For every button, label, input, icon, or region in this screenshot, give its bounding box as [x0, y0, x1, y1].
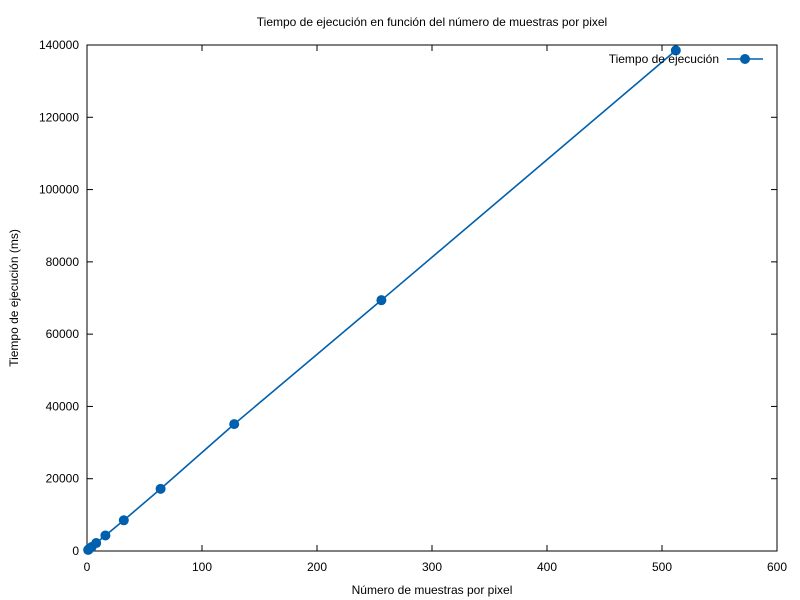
legend: Tiempo de ejecución: [609, 52, 763, 66]
data-point: [229, 419, 240, 430]
x-tick-label: 0: [84, 560, 91, 574]
x-tick-label: 300: [422, 560, 442, 574]
y-tick-label: 60000: [46, 327, 80, 341]
x-tick-label: 200: [307, 560, 327, 574]
y-tick-label: 80000: [46, 255, 80, 269]
data-point: [100, 530, 111, 541]
y-tick-label: 0: [72, 544, 79, 558]
y-tick-label: 20000: [46, 472, 80, 486]
y-tick-label: 140000: [39, 38, 79, 52]
axis-ticks: 0 100 200 300 400 500 600 0 20000 40000 60000 80000…: [39, 38, 787, 574]
data-point: [118, 515, 129, 526]
data-point: [670, 45, 681, 56]
x-axis-label: Número de muestras por pixel: [352, 583, 513, 597]
plot-frame: [86, 44, 778, 552]
y-axis-label: Tiempo de ejecución (ms): [7, 229, 21, 367]
series-layer: [83, 45, 681, 555]
legend-marker: [740, 54, 750, 64]
data-point: [155, 483, 166, 494]
y-tick-label: 100000: [39, 183, 79, 197]
x-tick-label: 400: [537, 560, 557, 574]
x-tick-label: 500: [652, 560, 672, 574]
x-tick-label: 600: [767, 560, 787, 574]
x-tick-label: 100: [192, 560, 212, 574]
data-point: [376, 295, 387, 306]
y-tick-label: 40000: [46, 399, 80, 413]
chart-title: Tiempo de ejecución en función del númer…: [257, 15, 607, 29]
legend-label: Tiempo de ejecución: [609, 52, 719, 66]
data-point: [91, 538, 102, 549]
y-tick-label: 120000: [39, 110, 79, 124]
